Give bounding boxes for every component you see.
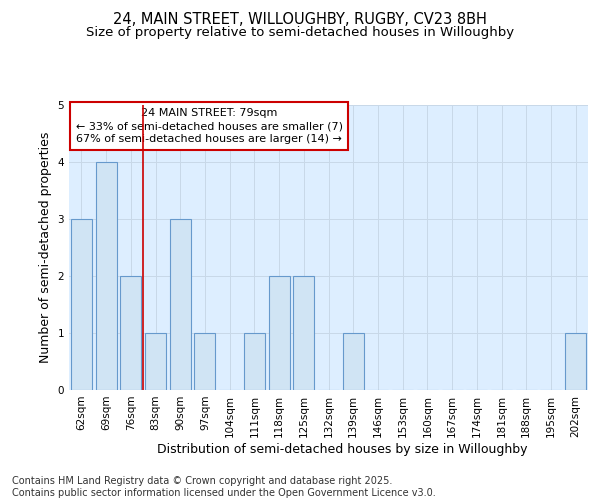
Text: 24 MAIN STREET: 79sqm
← 33% of semi-detached houses are smaller (7)
67% of semi-: 24 MAIN STREET: 79sqm ← 33% of semi-deta… <box>76 108 343 144</box>
Bar <box>343 333 364 390</box>
Text: Contains HM Land Registry data © Crown copyright and database right 2025.
Contai: Contains HM Land Registry data © Crown c… <box>12 476 436 498</box>
Text: Size of property relative to semi-detached houses in Willoughby: Size of property relative to semi-detach… <box>86 26 514 39</box>
Bar <box>145 333 166 390</box>
Text: 24, MAIN STREET, WILLOUGHBY, RUGBY, CV23 8BH: 24, MAIN STREET, WILLOUGHBY, RUGBY, CV23… <box>113 12 487 28</box>
Bar <box>95 162 116 390</box>
Bar <box>244 333 265 390</box>
Bar <box>170 219 191 390</box>
Bar <box>269 276 290 390</box>
Y-axis label: Number of semi-detached properties: Number of semi-detached properties <box>39 132 52 363</box>
Bar <box>120 276 141 390</box>
Bar <box>293 276 314 390</box>
Text: Distribution of semi-detached houses by size in Willoughby: Distribution of semi-detached houses by … <box>157 442 527 456</box>
Bar <box>194 333 215 390</box>
Bar <box>565 333 586 390</box>
Bar <box>71 219 92 390</box>
